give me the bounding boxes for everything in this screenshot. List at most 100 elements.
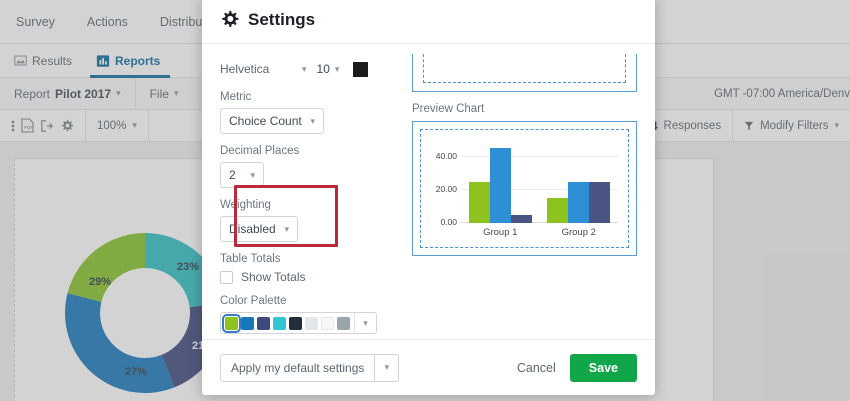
- divider: [147, 109, 149, 142]
- file-menu[interactable]: File ▾: [136, 78, 193, 110]
- report-name-label: Pilot 2017: [55, 86, 112, 101]
- preview-bar-chart: 0.00 20.00 40.00: [427, 136, 622, 243]
- table-preview-panel: [412, 54, 637, 92]
- filter-icon: [744, 121, 754, 131]
- tab-results[interactable]: Results: [2, 44, 84, 78]
- chart-x-axis: [461, 222, 618, 223]
- cancel-button[interactable]: Cancel: [516, 360, 556, 375]
- bar-g2-s1: [547, 198, 569, 223]
- preview-chart-label: Preview Chart: [412, 103, 485, 115]
- font-color-swatch[interactable]: [353, 61, 369, 77]
- chart-group-1: [461, 140, 540, 223]
- table-totals-label: Table Totals: [220, 253, 281, 265]
- weighting-dropdown[interactable]: Disabled ▾: [220, 216, 298, 242]
- color-palette-label: Color Palette: [220, 295, 287, 307]
- dialog-header: Settings: [202, 0, 655, 44]
- nav-item-survey[interactable]: Survey: [16, 14, 55, 29]
- file-menu-label: File: [149, 86, 169, 101]
- dialog-body: Helvetica ▾ 10 ▾ Metric Choice Count ▾ D…: [202, 44, 655, 339]
- palette-swatch-3[interactable]: [257, 316, 270, 330]
- apply-default-settings-split-button[interactable]: Apply my default settings ▾: [220, 353, 400, 382]
- table-preview-dashed-region: [423, 54, 626, 83]
- svg-text:PDF: PDF: [24, 125, 33, 130]
- chevron-down-icon: ▾: [284, 223, 289, 234]
- font-family-label[interactable]: Helvetica: [220, 62, 270, 76]
- palette-swatch-5[interactable]: [289, 316, 302, 330]
- more-options-icon[interactable]: [11, 119, 15, 133]
- chevron-down-icon: ▾: [132, 120, 137, 130]
- chevron-down-icon: ▾: [173, 88, 179, 98]
- dialog-title: Settings: [248, 9, 316, 29]
- palette-swatch-7[interactable]: [321, 316, 334, 330]
- color-palette-picker[interactable]: ▾: [220, 312, 377, 334]
- tab-reports[interactable]: Reports: [84, 44, 172, 78]
- zoom-control[interactable]: 100% ▾: [86, 110, 148, 142]
- palette-swatches: [221, 313, 354, 333]
- font-row: Helvetica ▾ 10 ▾: [220, 56, 402, 82]
- pdf-icon[interactable]: PDF: [21, 118, 34, 133]
- chart-bar-groups: [461, 140, 618, 223]
- decimal-places-label: Decimal Places: [220, 145, 300, 157]
- gear-icon: [220, 10, 239, 29]
- palette-swatch-8[interactable]: [337, 316, 350, 330]
- metric-value: Choice Count: [229, 114, 302, 128]
- chevron-down-icon[interactable]: ▾: [334, 63, 340, 74]
- x-label-group-1: Group 1: [483, 227, 518, 238]
- footer-actions: Cancel Save: [516, 353, 637, 382]
- nav-item-actions[interactable]: Actions: [86, 14, 128, 29]
- report-selector[interactable]: Report Pilot 2017 ▾: [0, 78, 135, 110]
- donut-label-27: 27%: [125, 366, 147, 378]
- show-totals-label: Show Totals: [241, 270, 306, 284]
- gear-icon[interactable]: [60, 119, 74, 133]
- modify-filters-button[interactable]: Modify Filters ▾: [733, 110, 850, 142]
- font-size-label[interactable]: 10: [316, 62, 330, 76]
- palette-dropdown-toggle[interactable]: ▾: [354, 313, 376, 333]
- tab-reports-label: Reports: [115, 53, 161, 68]
- show-totals-row[interactable]: Show Totals: [220, 270, 402, 284]
- show-totals-checkbox[interactable]: [220, 270, 233, 284]
- timezone-label: GMT -07:00 America/Denv: [714, 87, 850, 100]
- report-word-label: Report: [14, 86, 51, 101]
- chart-plot-area: 0.00 20.00 40.00: [436, 140, 618, 227]
- toolbar-icon-group: PDF: [0, 110, 85, 142]
- divider: [732, 109, 734, 142]
- weighting-label: Weighting: [220, 199, 271, 211]
- divider: [134, 77, 136, 110]
- apply-default-settings-button[interactable]: Apply my default settings: [220, 353, 375, 382]
- palette-swatch-6[interactable]: [305, 316, 318, 330]
- chevron-down-icon: ▾: [250, 169, 255, 180]
- y-tick-20: 20.00: [435, 183, 457, 194]
- preview-chart-dashed-region: 0.00 20.00 40.00: [420, 129, 629, 248]
- chevron-down-icon[interactable]: ▾: [302, 63, 307, 74]
- palette-swatch-2[interactable]: [241, 316, 254, 330]
- bar-g2-s3: [589, 181, 611, 223]
- chevron-down-icon: ▾: [834, 120, 839, 130]
- settings-right-column: Preview Chart 0.00 20.00: [412, 52, 637, 339]
- bar-g1-s1: [468, 181, 490, 223]
- divider: [85, 109, 86, 142]
- chart-group-2: [540, 140, 619, 223]
- y-tick-0: 0.00: [440, 217, 457, 227]
- bar-g1-s2: [489, 148, 511, 223]
- palette-swatch-1[interactable]: [222, 313, 241, 333]
- bar-g2-s2: [568, 181, 590, 223]
- responses-label: Responses: [663, 119, 722, 132]
- chevron-down-icon: ▾: [310, 115, 315, 126]
- decimal-places-value: 2: [229, 168, 236, 182]
- settings-dialog: Settings Helvetica ▾ 10 ▾ Metric Choice …: [202, 0, 655, 395]
- x-label-group-2: Group 2: [561, 227, 596, 238]
- donut-label-23: 23%: [177, 261, 199, 273]
- apply-default-settings-dropdown[interactable]: ▾: [374, 353, 400, 382]
- metric-label: Metric: [220, 91, 252, 103]
- chevron-down-icon: ▾: [384, 362, 390, 372]
- modify-filters-label: Modify Filters: [760, 119, 829, 132]
- y-tick-40: 40.00: [435, 150, 457, 161]
- export-icon[interactable]: [40, 119, 54, 133]
- palette-swatch-4[interactable]: [273, 316, 286, 330]
- chevron-down-icon: ▾: [363, 317, 368, 328]
- metric-dropdown[interactable]: Choice Count ▾: [220, 108, 324, 134]
- donut-label-29: 29%: [89, 276, 111, 288]
- save-button[interactable]: Save: [569, 353, 637, 382]
- decimal-places-dropdown[interactable]: 2 ▾: [220, 162, 264, 188]
